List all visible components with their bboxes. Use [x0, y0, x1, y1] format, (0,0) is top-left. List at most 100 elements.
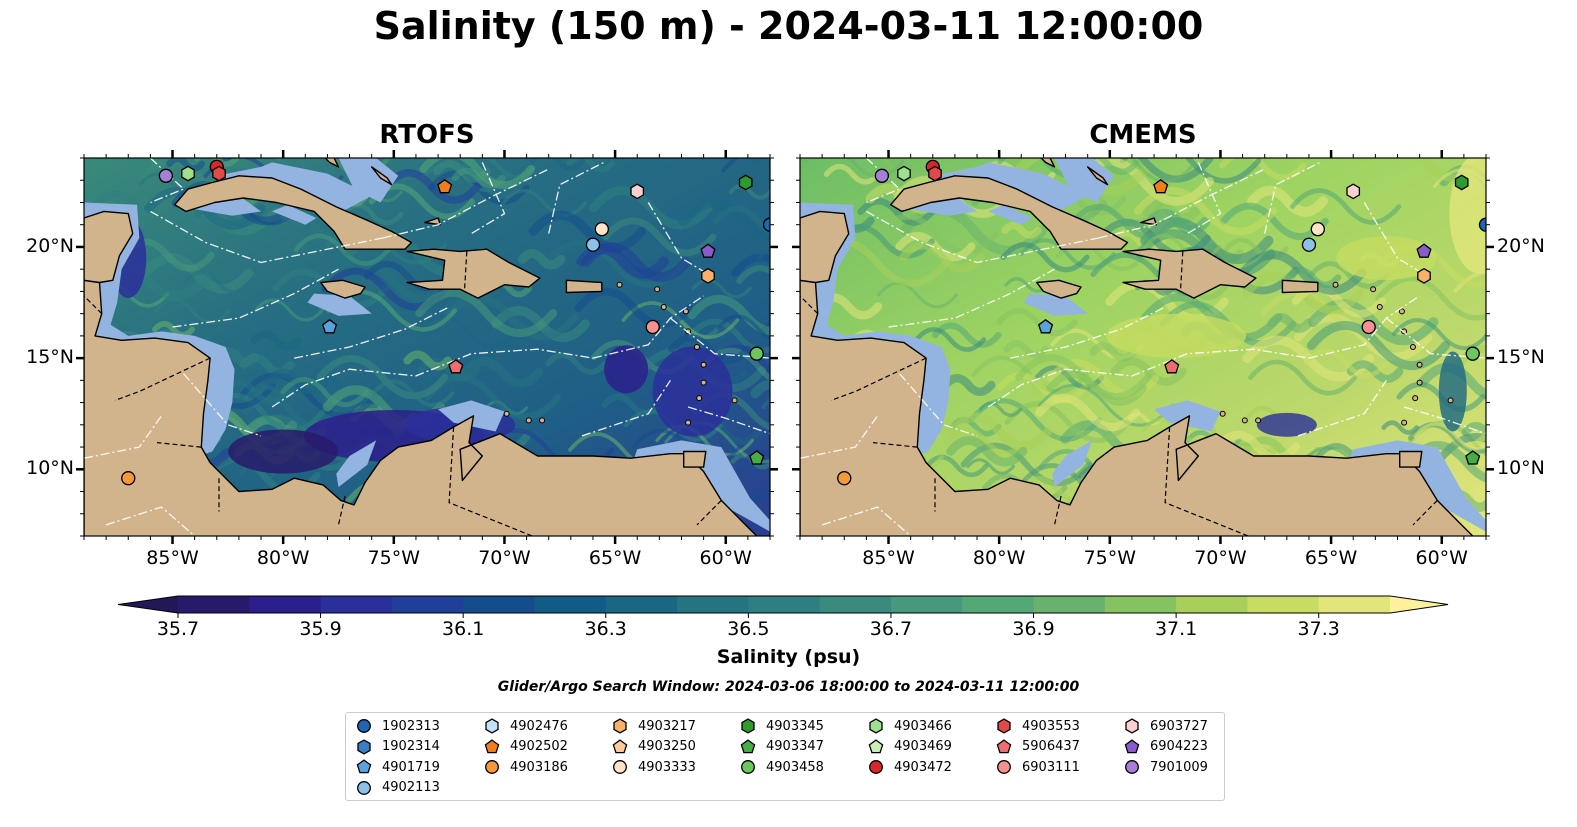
platform-marker-5906437 [1164, 359, 1180, 374]
legend-marker-6903111 [997, 760, 1011, 774]
legend-item-1902313: 1902313 [356, 716, 440, 736]
legend-item-4902476: 4902476 [484, 716, 568, 736]
colorbar-segment [391, 596, 464, 613]
legend-label: 4903458 [766, 759, 824, 775]
legend-item-4903347: 4903347 [740, 737, 824, 757]
platform-marker-6903111 [645, 319, 660, 335]
colorbar-tick-label: 37.3 [1297, 618, 1340, 640]
hexagon-marker-icon [613, 718, 627, 734]
platform-marker-4902502 [1153, 178, 1169, 194]
lon-tick-label: 80°W [256, 547, 310, 569]
colorbar-segment [605, 596, 678, 613]
legend-label: 4902502 [510, 739, 568, 754]
legend-item-7901009: 7901009 [1124, 757, 1208, 777]
platform-marker-4903347 [749, 450, 765, 465]
platform-marker-4903466 [181, 165, 195, 182]
colorbar-segment [463, 596, 536, 613]
lat-tick-label: 20°N [26, 234, 74, 257]
hexagon-marker-icon [357, 738, 371, 755]
legend-item-4903553: 4903553 [996, 716, 1080, 736]
colorbar-tick-label: 35.7 [156, 618, 200, 640]
lon-tick-label: 70°W [478, 547, 531, 569]
search-window-text: Glider/Argo Search Window: 2024-03-06 18… [497, 679, 1080, 695]
circle-marker-icon [613, 760, 627, 774]
legend-marker-4903469 [868, 738, 884, 753]
legend-label: 4901719 [382, 759, 440, 775]
map-axes [76, 150, 1494, 544]
lon-tick-label: 65°W [1304, 547, 1358, 569]
lon-tick-label: 85°W [862, 547, 915, 569]
legend-marker-4903345 [741, 718, 755, 734]
legend-label: 4903472 [894, 759, 952, 775]
legend-label: 4903553 [1022, 718, 1080, 734]
lon-tick-label: 70°W [1194, 547, 1247, 569]
legend-item-4903250: 4903250 [612, 737, 696, 757]
pentagon-marker-icon [612, 738, 628, 753]
hexagon-marker-icon [1125, 718, 1139, 734]
platform-marker-5906437 [448, 359, 464, 374]
legend-marker-4902502 [484, 738, 500, 753]
colorbar-segment [534, 596, 607, 613]
colorbar-tick-label: 37.1 [1154, 618, 1198, 640]
platform-marker-4903553 [928, 165, 942, 182]
legend-label: 4903217 [638, 718, 696, 734]
rtofs-map-canvas [84, 158, 770, 536]
legend-item-4903345: 4903345 [740, 716, 824, 736]
colorbar [117, 595, 1449, 618]
legend-item-4902113: 4902113 [356, 778, 440, 798]
platform-marker-4903553 [212, 165, 226, 182]
legend-label: 4903250 [638, 739, 696, 754]
legend-marker-1902314 [357, 738, 371, 755]
colorbar-extend-low [118, 596, 178, 613]
platform-marker-4903217 [701, 267, 715, 284]
lat-tick-label: 20°N [1497, 234, 1545, 257]
legend-label: 4903186 [510, 759, 568, 775]
platform-marker-4902502 [437, 178, 453, 194]
legend-label: 6903111 [1022, 759, 1080, 775]
legend-item-4902502: 4902502 [484, 737, 568, 757]
legend-label: 1902313 [382, 718, 440, 734]
pentagon-marker-icon [356, 759, 372, 774]
rtofs-map-panel [84, 158, 770, 536]
colorbar-segment [1318, 596, 1391, 613]
legend-label: 1902314 [382, 739, 440, 754]
colorbar-tick-label: 35.9 [299, 618, 342, 640]
legend-item-4903186: 4903186 [484, 757, 568, 777]
circle-marker-icon [997, 760, 1011, 774]
lon-tick-label: 75°W [1083, 547, 1137, 569]
legend-label: 4903469 [894, 739, 952, 754]
lat-tick-label: 10°N [1497, 457, 1545, 480]
colorbar-tick-label: 36.3 [584, 618, 627, 640]
circle-marker-icon [869, 760, 883, 774]
legend-marker-4903472 [869, 760, 883, 774]
platform-marker-1902313 [1478, 217, 1486, 232]
legend-marker-4903186 [485, 760, 499, 774]
cmems-map-canvas [800, 158, 1486, 536]
pentagon-marker-icon [996, 738, 1012, 753]
legend-marker-4903347 [740, 738, 756, 753]
legend-marker-5906437 [996, 738, 1012, 753]
legend-label: 4902113 [382, 780, 440, 795]
legend-marker-4901719 [356, 759, 372, 774]
platform-marker-4903186 [837, 471, 852, 486]
platform-marker-4903217 [1417, 267, 1431, 284]
colorbar-segment [890, 596, 963, 613]
legend-label: 6904223 [1150, 739, 1208, 754]
legend-label: 4902476 [510, 718, 568, 734]
legend-label: 5906437 [1022, 739, 1080, 754]
legend-item-4903469: 4903469 [868, 737, 952, 757]
legend-label: 7901009 [1150, 759, 1208, 775]
legend-item-4901719: 4901719 [356, 757, 440, 777]
lon-tick-label: 85°W [146, 547, 199, 569]
legend-marker-7901009 [1125, 760, 1139, 774]
colorbar-segment [962, 596, 1035, 613]
rtofs-panel-title: RTOFS [379, 120, 475, 150]
hexagon-marker-icon [741, 718, 755, 734]
circle-marker-icon [485, 760, 499, 774]
legend-marker-4903553 [997, 718, 1011, 734]
figure-title: Salinity (150 m) - 2024-03-11 12:00:00 [373, 4, 1204, 48]
platform-marker-4901719 [322, 318, 338, 334]
platform-marker-6903727 [630, 183, 645, 200]
platform-marker-4903466 [897, 165, 911, 182]
lon-tick-label: 60°W [699, 547, 752, 569]
